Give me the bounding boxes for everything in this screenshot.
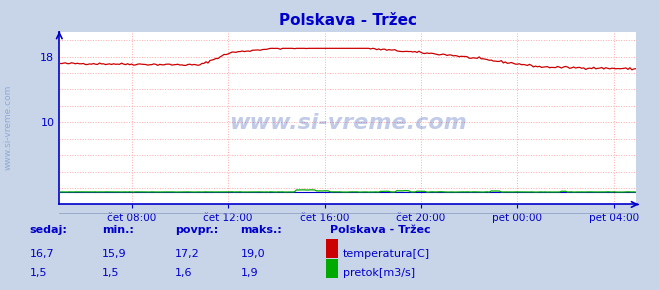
- Text: pretok[m3/s]: pretok[m3/s]: [343, 268, 415, 278]
- Text: www.si-vreme.com: www.si-vreme.com: [3, 85, 13, 170]
- Text: 16,7: 16,7: [30, 249, 54, 259]
- Text: 19,0: 19,0: [241, 249, 265, 259]
- Text: Polskava - Tržec: Polskava - Tržec: [330, 225, 430, 235]
- Text: 1,5: 1,5: [102, 268, 120, 278]
- Text: temperatura[C]: temperatura[C]: [343, 249, 430, 259]
- Text: 1,6: 1,6: [175, 268, 192, 278]
- Text: povpr.:: povpr.:: [175, 225, 218, 235]
- Text: 1,9: 1,9: [241, 268, 258, 278]
- Text: www.si-vreme.com: www.si-vreme.com: [229, 113, 467, 133]
- Text: min.:: min.:: [102, 225, 134, 235]
- Text: 15,9: 15,9: [102, 249, 127, 259]
- Text: maks.:: maks.:: [241, 225, 282, 235]
- Text: 17,2: 17,2: [175, 249, 200, 259]
- Text: sedaj:: sedaj:: [30, 225, 67, 235]
- Text: 1,5: 1,5: [30, 268, 47, 278]
- Title: Polskava - Tržec: Polskava - Tržec: [279, 13, 416, 28]
